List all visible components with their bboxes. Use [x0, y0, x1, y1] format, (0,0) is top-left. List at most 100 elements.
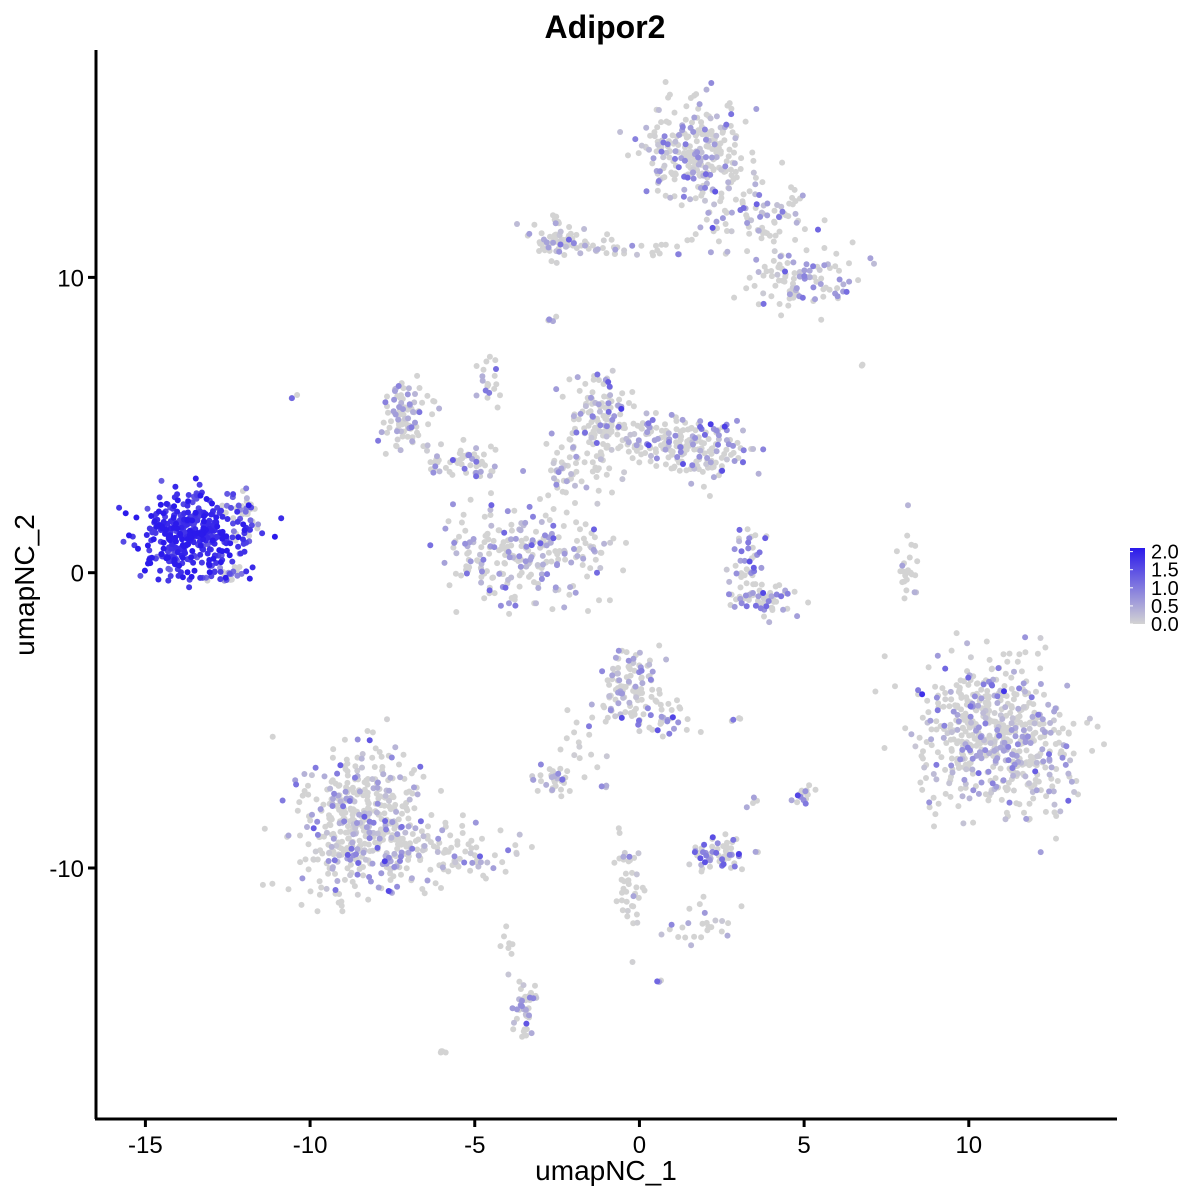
data-point	[367, 878, 374, 885]
data-point	[615, 665, 622, 671]
data-point	[235, 502, 242, 509]
data-point	[846, 260, 852, 267]
data-point	[695, 154, 702, 161]
data-point	[1055, 729, 1062, 736]
data-point	[602, 404, 609, 411]
data-point	[639, 884, 646, 891]
data-point	[329, 803, 336, 809]
data-point	[394, 883, 401, 890]
data-point	[536, 239, 543, 246]
data-point	[450, 501, 456, 508]
data-point	[713, 154, 720, 161]
data-point	[445, 868, 452, 875]
data-point	[592, 556, 599, 563]
data-point	[552, 783, 559, 789]
data-point	[614, 431, 621, 438]
data-point	[518, 537, 525, 544]
data-point	[633, 884, 640, 891]
data-point	[626, 665, 633, 672]
data-point	[587, 565, 594, 572]
data-point	[731, 458, 738, 464]
data-point	[414, 846, 421, 853]
data-point	[146, 525, 153, 532]
data-point	[223, 547, 230, 554]
data-point	[361, 813, 368, 820]
data-point	[954, 740, 961, 747]
data-point	[675, 164, 682, 171]
data-point	[968, 719, 975, 726]
data-point	[728, 111, 735, 118]
data-point	[543, 440, 550, 447]
data-point	[573, 460, 579, 467]
data-point	[750, 581, 757, 588]
data-point	[719, 856, 726, 863]
data-point	[969, 755, 976, 762]
data-point	[389, 819, 396, 826]
data-point	[451, 539, 458, 546]
data-point	[1032, 768, 1039, 775]
data-point	[593, 440, 600, 446]
data-point	[520, 982, 527, 989]
data-point	[658, 442, 664, 449]
data-point	[626, 400, 632, 406]
data-point	[607, 707, 614, 714]
data-point	[694, 149, 701, 156]
data-point	[726, 851, 733, 858]
data-point	[1035, 711, 1042, 718]
data-point	[753, 106, 760, 112]
data-point	[543, 781, 550, 788]
data-point	[588, 751, 595, 758]
data-point	[623, 898, 630, 905]
data-point	[563, 509, 570, 516]
data-point	[1026, 780, 1032, 787]
data-point	[625, 877, 632, 884]
data-point	[545, 492, 552, 499]
data-point	[392, 388, 398, 394]
data-point	[684, 716, 691, 723]
data-point	[595, 401, 602, 408]
data-point	[450, 544, 457, 551]
data-point	[636, 649, 643, 656]
data-point	[758, 564, 765, 571]
data-point	[732, 196, 739, 203]
data-point	[334, 878, 341, 884]
data-point	[523, 1026, 530, 1033]
data-point	[728, 172, 735, 179]
data-point	[532, 982, 538, 989]
data-point	[932, 683, 939, 690]
data-point	[512, 842, 519, 849]
data-point	[757, 605, 764, 612]
data-point	[536, 248, 543, 254]
data-point	[954, 726, 961, 733]
data-point	[546, 517, 553, 523]
data-point	[223, 533, 230, 540]
data-point	[387, 877, 394, 883]
data-point	[484, 394, 491, 401]
data-point	[354, 871, 361, 878]
data-point	[459, 822, 466, 829]
data-point	[732, 562, 739, 569]
data-point	[374, 830, 381, 837]
data-point	[329, 865, 336, 872]
data-point	[668, 707, 675, 713]
data-point	[669, 132, 676, 139]
data-point	[629, 242, 636, 249]
data-point	[550, 506, 557, 512]
data-point	[313, 796, 320, 803]
data-point	[722, 845, 729, 852]
data-point	[677, 428, 684, 435]
data-point	[740, 205, 747, 211]
data-point	[947, 721, 954, 728]
data-point	[667, 194, 674, 201]
data-point	[919, 786, 926, 793]
data-point	[1071, 789, 1078, 795]
data-point	[744, 220, 751, 226]
data-point	[167, 573, 174, 579]
data-point	[491, 544, 498, 551]
data-point	[380, 419, 387, 426]
data-point	[606, 681, 613, 688]
data-point	[378, 753, 385, 760]
data-point	[513, 851, 520, 857]
data-point	[160, 518, 167, 525]
data-point	[160, 539, 167, 546]
